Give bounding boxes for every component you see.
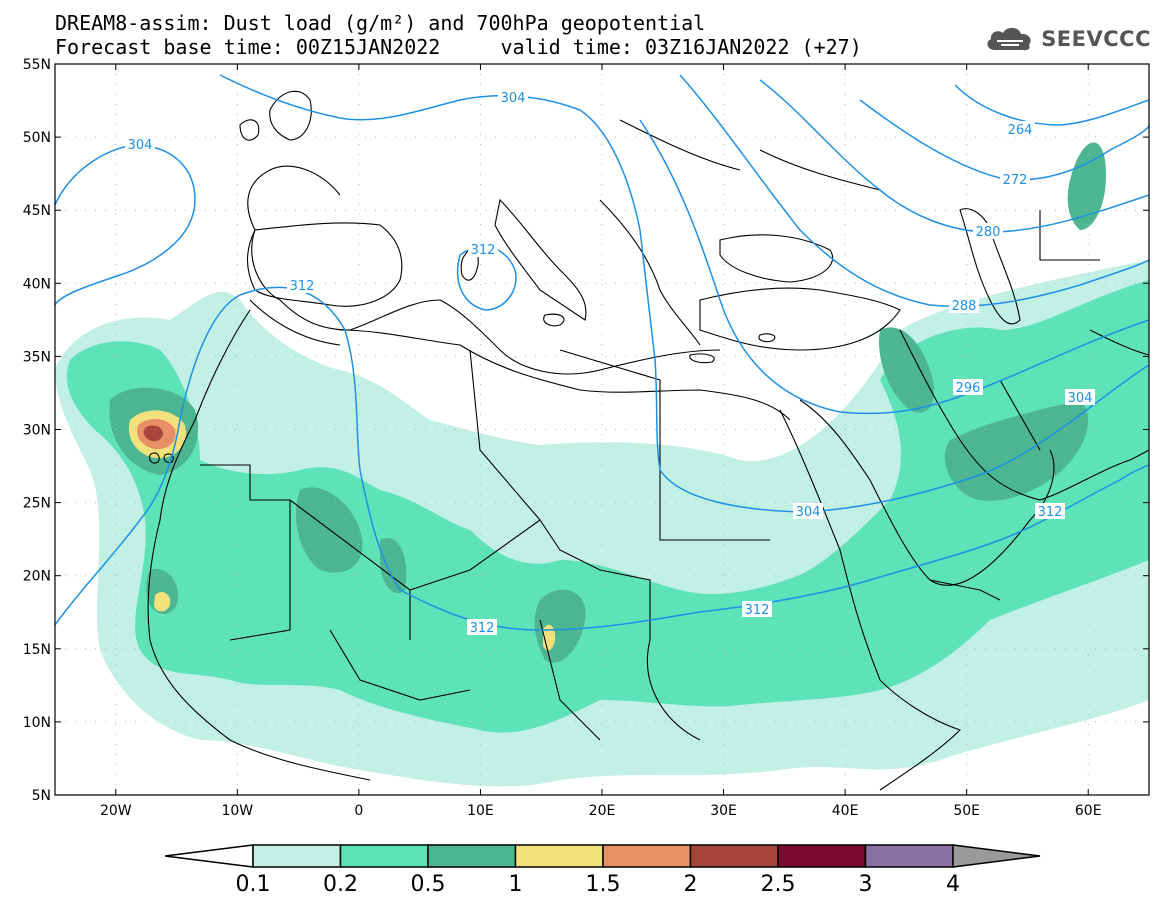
contour-304-north [219, 74, 1149, 513]
lat-label: 20N [23, 569, 51, 585]
contour-label-bg [793, 503, 823, 519]
lon-label: 20W [100, 803, 132, 819]
lon-label: 30E [710, 803, 737, 819]
contour-label-bg [1035, 503, 1065, 519]
contour-label-bg [1065, 389, 1095, 405]
contour-label: 272 [1003, 173, 1028, 188]
seevccc-logo: SEEVCCC [983, 24, 1151, 54]
dust-field [55, 142, 1149, 787]
colorbar-tick-label: 0.1 [236, 872, 271, 897]
lon-label: 60E [1075, 803, 1102, 819]
contour-label-bg [973, 223, 1003, 239]
dust-level-0.2 [66, 280, 1149, 733]
colorbar-swatch [427, 844, 517, 868]
colorbar-tick-label: 0.2 [323, 872, 358, 897]
lon-label: 40E [832, 803, 859, 819]
contour-label: 280 [976, 225, 1001, 240]
map-area: 304 304 312 312 264 272 280 288 296 304 304 312 312 3… [55, 64, 1149, 795]
contour-label: 304 [128, 138, 153, 153]
lon-label: 10W [221, 803, 253, 819]
contour-label-bg [287, 277, 317, 293]
lon-label: 0 [354, 803, 363, 819]
contour-label: 304 [796, 505, 821, 520]
lon-label: 10E [467, 803, 494, 819]
contour-label-bg [467, 619, 497, 635]
contour-288 [679, 74, 1149, 308]
lat-label: 55N [23, 57, 51, 73]
contour-264 [954, 84, 1149, 126]
colorbar-tick-label: 2.5 [761, 872, 796, 897]
contour-label: 304 [1068, 391, 1093, 406]
lat-label: 30N [23, 423, 51, 439]
colorbar-tick-label: 0.5 [411, 872, 446, 897]
colorbar-swatch [864, 844, 954, 868]
lat-label: 25N [23, 496, 51, 512]
coastlines [147, 90, 1149, 791]
contour-label-bg [498, 89, 528, 105]
colorbar-lower-extend [164, 844, 254, 868]
dust-level-2 [143, 425, 163, 442]
colorbar-tick-label: 4 [946, 872, 960, 897]
colorbar-swatch [252, 844, 342, 868]
contour-label-bg [1000, 171, 1030, 187]
contour-312-south [55, 286, 1149, 631]
contour-label-bg [949, 297, 979, 313]
colorbar-swatch [777, 844, 867, 868]
contour-272 [859, 99, 1149, 181]
contour-label: 312 [745, 603, 770, 618]
lat-label: 45N [23, 203, 51, 219]
lat-label: 50N [23, 130, 51, 146]
dust-level-0.5-d [879, 327, 934, 413]
contour-label: 312 [470, 621, 495, 636]
contour-label: 312 [290, 279, 315, 294]
lon-label: 20E [589, 803, 616, 819]
dust-level-0.5-b [380, 538, 407, 594]
contour-label: 288 [952, 299, 977, 314]
colorbar-swatch [514, 844, 604, 868]
colorbar-upper-extend [952, 844, 1041, 868]
dust-level-0.5-f [1067, 142, 1106, 230]
contour-label-bg [468, 241, 498, 257]
contour-label: 312 [471, 243, 496, 258]
contour-label-bg [953, 379, 983, 395]
colorbar: 0.1 0.2 0.5 1 1.5 2 2.5 3 4 [164, 844, 1041, 897]
colorbar-swatch [602, 844, 692, 868]
lat-label: 40N [23, 276, 51, 292]
colorbar-tick-label: 1 [509, 872, 523, 897]
logo-text: SEEVCCC [1041, 27, 1151, 51]
contour-label-bg [1005, 121, 1035, 137]
lat-label: 5N [32, 788, 51, 804]
contour-296 [639, 119, 1149, 415]
contour-label-bg [125, 136, 155, 152]
contour-labels: 304 304 312 312 264 272 280 288 296 304 304 312 312 3… [125, 89, 1095, 636]
contour-label-bg [742, 601, 772, 617]
geopotential-contours [55, 74, 1149, 631]
dust-level-1-b [154, 591, 171, 612]
contour-label: 296 [956, 381, 981, 396]
axis-labels: 55N 50N 45N 40N 35N 30N 25N 20N 15N 10N 5N 20W 10W 0 1… [23, 57, 1149, 819]
contour-label: 312 [1038, 505, 1063, 520]
colorbar-tick-label: 2 [684, 872, 698, 897]
contour-280 [759, 79, 1149, 233]
dust-level-0.5-e [944, 400, 1089, 501]
contour-label: 264 [1008, 123, 1033, 138]
contour-304-west [55, 144, 196, 306]
lat-label: 35N [23, 349, 51, 365]
colorbar-tick-label: 1.5 [586, 872, 621, 897]
colorbar-tick-label: 3 [859, 872, 873, 897]
chart-title-line1: DREAM8-assim: Dust load (g/m²) and 700hP… [55, 11, 706, 35]
lat-label: 10N [23, 715, 51, 731]
contour-label: 304 [501, 91, 526, 106]
chart-title-line2: Forecast base time: 00Z15JAN2022 valid t… [55, 35, 862, 59]
cloud-icon [987, 27, 1031, 51]
lat-label: 15N [23, 642, 51, 658]
colorbar-swatch [339, 844, 429, 868]
colorbar-swatch [689, 844, 779, 868]
lon-label: 50E [953, 803, 980, 819]
